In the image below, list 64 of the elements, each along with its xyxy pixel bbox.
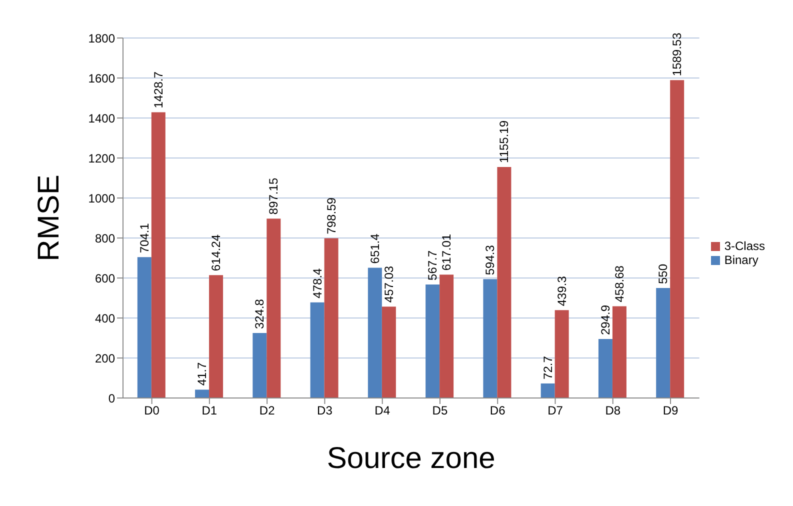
x-tick-label: D3 <box>317 404 333 418</box>
data-label: 41.7 <box>195 362 210 386</box>
data-label: 704.1 <box>137 222 152 254</box>
x-tick-label: D1 <box>202 404 218 418</box>
data-label: 1428.7 <box>151 71 166 108</box>
bar <box>440 274 454 398</box>
y-axis-title: RMSE <box>32 174 66 262</box>
y-tick-label: 1400 <box>88 111 116 126</box>
bar <box>324 238 338 398</box>
data-label: 478.4 <box>310 268 324 298</box>
bar <box>151 112 166 398</box>
x-tick-label: D8 <box>605 404 621 418</box>
x-tick-label: D4 <box>374 404 390 418</box>
data-label: 72.7 <box>540 356 555 380</box>
bar <box>670 80 684 398</box>
bar <box>426 284 440 398</box>
y-tick-label: 600 <box>94 271 116 286</box>
bar <box>382 306 396 398</box>
x-tick-label: D0 <box>144 404 160 418</box>
x-tick-label: D7 <box>548 404 564 418</box>
data-label: 614.24 <box>209 234 224 272</box>
data-label: 550 <box>656 264 670 284</box>
y-tick-label: 400 <box>94 311 116 326</box>
bar <box>195 390 210 398</box>
bar <box>209 275 224 398</box>
bar <box>554 310 569 398</box>
y-tick-label: 1000 <box>88 191 116 206</box>
data-label: 1155.19 <box>497 120 512 163</box>
bar <box>252 333 267 398</box>
x-tick-label: D6 <box>490 404 506 418</box>
bar <box>483 279 498 398</box>
y-tick-label: 1600 <box>88 71 116 86</box>
legend-label: Binary <box>724 253 758 267</box>
data-label: 897.15 <box>266 178 281 215</box>
y-tick-label: 0 <box>108 391 116 406</box>
data-label: 567.7 <box>426 250 440 280</box>
y-tick-label: 1800 <box>88 31 116 46</box>
x-tick-label: D5 <box>432 404 448 418</box>
bar <box>612 306 626 398</box>
data-label: 651.4 <box>368 233 382 264</box>
data-label: 457.03 <box>382 266 396 303</box>
bar <box>368 268 382 398</box>
bar <box>137 257 152 398</box>
bar <box>310 302 324 398</box>
data-label: 1589.53 <box>670 32 684 76</box>
bar <box>497 166 512 398</box>
legend-label: 3-Class <box>724 239 765 253</box>
bar <box>266 218 281 398</box>
y-tick-label: 800 <box>94 231 116 246</box>
data-label: 294.9 <box>598 304 612 336</box>
x-axis-title: Source zone <box>326 442 496 475</box>
data-label: 798.59 <box>324 197 338 234</box>
y-tick-label: 1200 <box>88 151 116 166</box>
x-tick-label: D2 <box>259 404 276 418</box>
data-label: 324.8 <box>252 298 267 330</box>
bar <box>540 383 555 398</box>
data-label: 458.68 <box>612 265 626 302</box>
data-label: 439.3 <box>554 276 569 306</box>
y-tick-label: 200 <box>94 351 116 366</box>
bar <box>656 288 670 398</box>
bar <box>598 339 612 398</box>
data-label: 594.3 <box>483 244 498 276</box>
x-tick-label: D9 <box>662 404 678 418</box>
data-label: 617.01 <box>440 234 454 271</box>
